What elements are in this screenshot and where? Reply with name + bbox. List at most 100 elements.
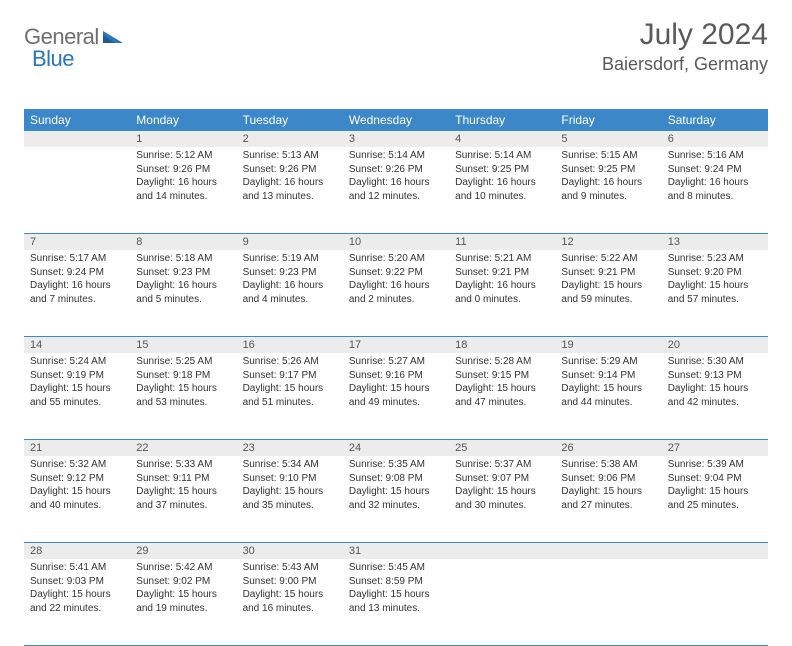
sunrise-line: Sunrise: 5:37 AM bbox=[455, 458, 549, 472]
day-number: 4 bbox=[449, 131, 555, 147]
day-number: 1 bbox=[130, 131, 236, 147]
daylight-line: Daylight: 15 hours and 35 minutes. bbox=[243, 485, 337, 512]
sunrise-line: Sunrise: 5:14 AM bbox=[455, 149, 549, 163]
sunset-line: Sunset: 9:23 PM bbox=[136, 266, 230, 280]
dow-monday: Monday bbox=[130, 109, 236, 131]
brand-part2: Blue bbox=[32, 46, 74, 72]
sunrise-line: Sunrise: 5:19 AM bbox=[243, 252, 337, 266]
day-cell: Sunrise: 5:32 AMSunset: 9:12 PMDaylight:… bbox=[24, 456, 130, 542]
daylight-line: Daylight: 16 hours and 7 minutes. bbox=[30, 279, 124, 306]
day-cell: Sunrise: 5:42 AMSunset: 9:02 PMDaylight:… bbox=[130, 559, 236, 645]
day-number: 28 bbox=[24, 543, 130, 559]
sunrise-line: Sunrise: 5:35 AM bbox=[349, 458, 443, 472]
day-number: 21 bbox=[24, 440, 130, 456]
daylight-line: Daylight: 15 hours and 32 minutes. bbox=[349, 485, 443, 512]
day-cell bbox=[662, 559, 768, 645]
day-cell: Sunrise: 5:14 AMSunset: 9:26 PMDaylight:… bbox=[343, 147, 449, 233]
sunset-line: Sunset: 9:23 PM bbox=[243, 266, 337, 280]
day-cell: Sunrise: 5:17 AMSunset: 9:24 PMDaylight:… bbox=[24, 250, 130, 336]
day-number: 17 bbox=[343, 337, 449, 353]
daylight-line: Daylight: 16 hours and 14 minutes. bbox=[136, 176, 230, 203]
day-cell: Sunrise: 5:28 AMSunset: 9:15 PMDaylight:… bbox=[449, 353, 555, 439]
day-cell: Sunrise: 5:12 AMSunset: 9:26 PMDaylight:… bbox=[130, 147, 236, 233]
day-cell: Sunrise: 5:18 AMSunset: 9:23 PMDaylight:… bbox=[130, 250, 236, 336]
day-number: 29 bbox=[130, 543, 236, 559]
sunset-line: Sunset: 9:06 PM bbox=[561, 472, 655, 486]
day-cell: Sunrise: 5:34 AMSunset: 9:10 PMDaylight:… bbox=[237, 456, 343, 542]
sunrise-line: Sunrise: 5:15 AM bbox=[561, 149, 655, 163]
day-cell: Sunrise: 5:16 AMSunset: 9:24 PMDaylight:… bbox=[662, 147, 768, 233]
month-title: July 2024 bbox=[602, 18, 768, 52]
sunrise-line: Sunrise: 5:20 AM bbox=[349, 252, 443, 266]
dow-wednesday: Wednesday bbox=[343, 109, 449, 131]
day-number: 18 bbox=[449, 337, 555, 353]
day-number bbox=[662, 543, 768, 559]
daylight-line: Daylight: 15 hours and 53 minutes. bbox=[136, 382, 230, 409]
daylight-line: Daylight: 15 hours and 22 minutes. bbox=[30, 588, 124, 615]
daylight-line: Daylight: 15 hours and 51 minutes. bbox=[243, 382, 337, 409]
daynum-row: 123456 bbox=[24, 131, 768, 147]
sunset-line: Sunset: 9:04 PM bbox=[668, 472, 762, 486]
day-number: 14 bbox=[24, 337, 130, 353]
day-number: 15 bbox=[130, 337, 236, 353]
sunrise-line: Sunrise: 5:24 AM bbox=[30, 355, 124, 369]
sunrise-line: Sunrise: 5:39 AM bbox=[668, 458, 762, 472]
sunset-line: Sunset: 9:26 PM bbox=[243, 163, 337, 177]
day-cell: Sunrise: 5:15 AMSunset: 9:25 PMDaylight:… bbox=[555, 147, 661, 233]
day-cell: Sunrise: 5:29 AMSunset: 9:14 PMDaylight:… bbox=[555, 353, 661, 439]
sunrise-line: Sunrise: 5:32 AM bbox=[30, 458, 124, 472]
sunset-line: Sunset: 9:22 PM bbox=[349, 266, 443, 280]
day-cell bbox=[449, 559, 555, 645]
daylight-line: Daylight: 15 hours and 16 minutes. bbox=[243, 588, 337, 615]
day-cell: Sunrise: 5:26 AMSunset: 9:17 PMDaylight:… bbox=[237, 353, 343, 439]
day-number bbox=[24, 131, 130, 147]
daylight-line: Daylight: 15 hours and 27 minutes. bbox=[561, 485, 655, 512]
day-number: 25 bbox=[449, 440, 555, 456]
day-cell: Sunrise: 5:39 AMSunset: 9:04 PMDaylight:… bbox=[662, 456, 768, 542]
dow-tuesday: Tuesday bbox=[237, 109, 343, 131]
day-number: 11 bbox=[449, 234, 555, 250]
sunrise-line: Sunrise: 5:13 AM bbox=[243, 149, 337, 163]
day-cell: Sunrise: 5:35 AMSunset: 9:08 PMDaylight:… bbox=[343, 456, 449, 542]
sunrise-line: Sunrise: 5:16 AM bbox=[668, 149, 762, 163]
daynum-row: 78910111213 bbox=[24, 234, 768, 250]
daylight-line: Daylight: 15 hours and 47 minutes. bbox=[455, 382, 549, 409]
sunset-line: Sunset: 9:11 PM bbox=[136, 472, 230, 486]
day-cell: Sunrise: 5:30 AMSunset: 9:13 PMDaylight:… bbox=[662, 353, 768, 439]
sunrise-line: Sunrise: 5:30 AM bbox=[668, 355, 762, 369]
sunset-line: Sunset: 9:26 PM bbox=[136, 163, 230, 177]
dow-thursday: Thursday bbox=[449, 109, 555, 131]
week-row: Sunrise: 5:32 AMSunset: 9:12 PM Daylight:… bbox=[24, 456, 768, 543]
day-number: 26 bbox=[555, 440, 661, 456]
day-number: 19 bbox=[555, 337, 661, 353]
sunset-line: Sunset: 9:26 PM bbox=[349, 163, 443, 177]
daylight-line: Daylight: 16 hours and 9 minutes. bbox=[561, 176, 655, 203]
daylight-line: Daylight: 15 hours and 44 minutes. bbox=[561, 382, 655, 409]
day-cell bbox=[555, 559, 661, 645]
sunrise-line: Sunrise: 5:45 AM bbox=[349, 561, 443, 575]
sunset-line: Sunset: 9:03 PM bbox=[30, 575, 124, 589]
day-cell: Sunrise: 5:19 AMSunset: 9:23 PMDaylight:… bbox=[237, 250, 343, 336]
sunrise-line: Sunrise: 5:17 AM bbox=[30, 252, 124, 266]
day-number bbox=[555, 543, 661, 559]
week-row: Sunrise: 5:24 AMSunset: 9:19 PM Daylight:… bbox=[24, 353, 768, 440]
day-number: 7 bbox=[24, 234, 130, 250]
day-number: 8 bbox=[130, 234, 236, 250]
sunrise-line: Sunrise: 5:33 AM bbox=[136, 458, 230, 472]
sunrise-line: Sunrise: 5:12 AM bbox=[136, 149, 230, 163]
day-number: 6 bbox=[662, 131, 768, 147]
sunset-line: Sunset: 9:18 PM bbox=[136, 369, 230, 383]
sunset-line: Sunset: 9:00 PM bbox=[243, 575, 337, 589]
day-number: 2 bbox=[237, 131, 343, 147]
brand-flag-icon bbox=[103, 27, 123, 48]
sunset-line: Sunset: 9:12 PM bbox=[30, 472, 124, 486]
day-cell: Sunrise: 5:23 AMSunset: 9:20 PMDaylight:… bbox=[662, 250, 768, 336]
sunrise-line: Sunrise: 5:18 AM bbox=[136, 252, 230, 266]
sunset-line: Sunset: 9:25 PM bbox=[455, 163, 549, 177]
day-number: 30 bbox=[237, 543, 343, 559]
calendar-page: General July 2024 Baiersdorf, Germany Bl… bbox=[0, 0, 792, 646]
sunset-line: Sunset: 9:19 PM bbox=[30, 369, 124, 383]
day-number: 9 bbox=[237, 234, 343, 250]
day-cell bbox=[24, 147, 130, 233]
sunrise-line: Sunrise: 5:27 AM bbox=[349, 355, 443, 369]
